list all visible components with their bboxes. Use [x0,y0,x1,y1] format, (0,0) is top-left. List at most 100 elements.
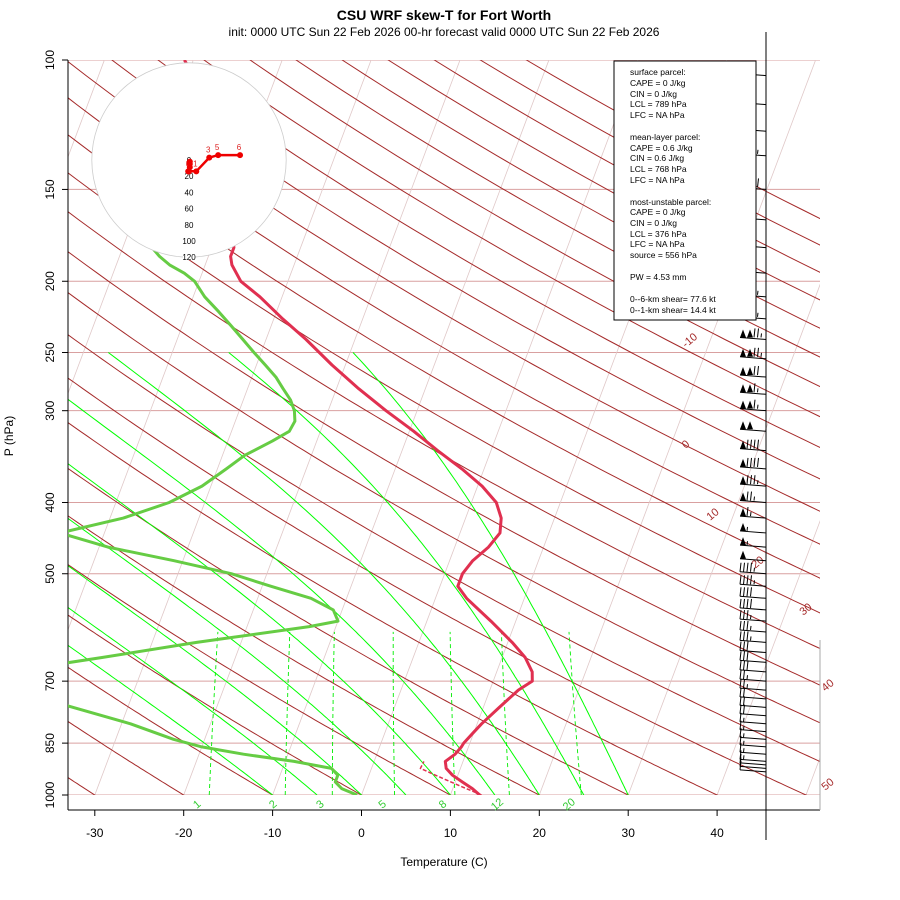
y-tick-label: 400 [43,492,57,512]
hodograph-point [215,152,222,159]
wind-barb [739,457,767,470]
y-tick-label: 1000 [43,781,57,808]
hodograph-ring-label: 100 [182,237,196,246]
x-tick-label: -20 [175,826,193,840]
mixing-ratio-label: 3 [314,798,326,811]
wind-barb [739,735,767,748]
wind-barb [739,651,767,663]
chart-title: CSU WRF skew-T for Fort Worth [337,7,551,23]
mu-lfc: LFC = NA hPa [630,239,685,249]
isotherm-label: 50 [820,776,837,793]
hodograph-point [206,154,213,161]
hodograph-ring-label: 80 [185,221,194,230]
mixing-ratio-label: 5 [376,798,388,811]
mixing-ratio-line [392,631,396,795]
hodograph-point [237,152,244,159]
surface-lfc: LFC = NA hPa [630,110,685,120]
mixed-lfc: LFC = NA hPa [630,175,685,185]
moist-adiabat [68,606,318,795]
mixed-cape: CAPE = 0.6 J/kg [630,143,693,153]
wind-barb [739,562,767,575]
dry-adiabat [68,97,820,545]
wind-barb [739,575,767,587]
isotherm-label: 0 [680,438,692,451]
isotherm-line [183,60,461,795]
dry-adiabat [68,211,820,650]
x-axis-label: Temperature (C) [400,855,487,869]
wind-barb [739,610,767,622]
dry-adiabat [68,720,185,795]
mu-parcel-header: most-unstable parcel: [630,197,711,207]
dry-adiabat [68,60,820,512]
mixed-lcl: LCL = 768 hPa [630,164,687,174]
plot-frame [67,32,821,840]
hodograph-point-label: 3 [206,146,211,155]
wind-barb [739,743,767,755]
wind-barb [739,760,767,773]
wind-barb [739,598,767,611]
isotherm-line [94,60,372,795]
y-tick-label: 500 [43,563,57,583]
mixing-ratio-line [568,631,582,795]
y-tick-label: 100 [43,50,57,70]
dry-adiabat [68,334,820,763]
isotherm-line [889,44,900,811]
parcel-profile [419,761,482,795]
dry-adiabat [68,467,630,795]
shear-0-1km: 0--1-km shear= 14.4 kt [630,305,716,315]
surface-lcl: LCL = 789 hPa [630,99,687,109]
wind-barb [739,631,767,643]
precipitable-water: PW = 4.53 mm [630,272,686,282]
mixing-ratio-label: 2 [267,798,279,811]
hodograph-ring-label: 60 [185,205,194,214]
surface-cin: CIN = 0 J/kg [630,89,677,99]
mixing-ratio-label: 1 [191,798,203,811]
wind-barb [739,620,767,633]
chart-subtitle: init: 0000 UTC Sun 22 Feb 2026 00-hr for… [229,25,660,39]
dry-adiabat [157,60,820,448]
hodograph-point [186,158,193,165]
y-tick-label: 200 [43,271,57,291]
wind-barb [739,383,767,395]
wind-barb [739,347,767,360]
x-tick-label: -30 [86,826,104,840]
mixed-parcel-header: mean-layer parcel: [630,132,700,142]
y-tick-label: 250 [43,342,57,362]
y-tick-label: 850 [43,733,57,753]
wind-barb [739,587,767,599]
moist-adiabat [68,463,451,795]
surface-parcel-header: surface parcel: [630,67,686,77]
wind-barb [739,728,767,740]
dry-adiabat [68,377,808,795]
hodograph-point-label: 5 [215,143,220,152]
mixing-ratio-label: 12 [489,796,506,813]
isotherm-line [272,60,550,795]
mu-cin: CIN = 0 J/kg [630,218,677,228]
dry-adiabat [68,291,820,724]
hodograph: 02040608010012065310 [91,62,287,262]
wind-barb [739,550,767,562]
isotherm-label: 40 [820,677,837,694]
wind-barb [739,328,767,340]
wind-barb [739,365,767,378]
mixing-ratio-label: 8 [437,798,449,811]
dry-adiabat [203,60,820,418]
wind-barb [739,491,767,504]
isotherm-line [716,520,820,795]
info-box-frame [613,60,757,321]
mixed-cin: CIN = 0.6 J/kg [630,153,684,163]
hodograph-ring-label: 20 [185,172,194,181]
wind-barb [739,704,767,717]
x-tick-label: 40 [710,826,724,840]
x-axis: -30 -20 -10 0 10 20 30 40 [86,810,724,840]
hodograph-ring-label: 40 [185,188,194,197]
parcel-info-box: surface parcel: CAPE = 0 J/kg CIN = 0 J/… [613,60,757,321]
wind-barb [739,507,767,519]
moist-adiabat [108,352,540,795]
dry-adiabat-lines [68,60,820,795]
isotherm-label: 10 [705,506,722,523]
hodograph-point-label: 6 [237,143,242,152]
x-tick-label: -10 [264,826,282,840]
moist-adiabat [228,352,585,795]
